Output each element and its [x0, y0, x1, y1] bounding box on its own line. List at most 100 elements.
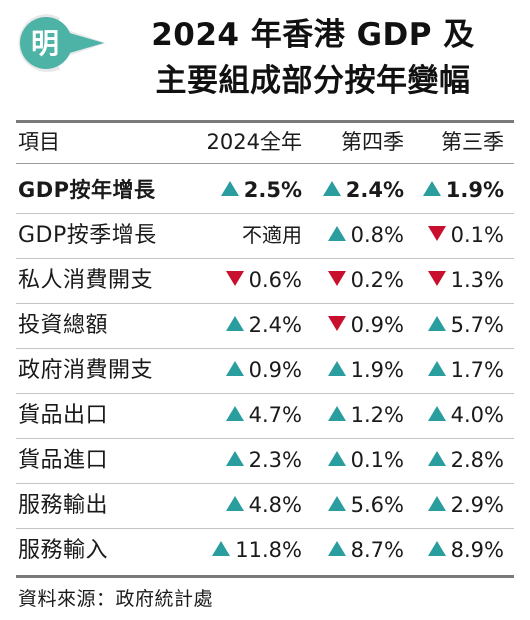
up-triangle-icon: [327, 361, 346, 376]
row-label: 服務輸出: [18, 493, 109, 518]
row-label: GDP按年增長: [18, 178, 156, 202]
value-cell: 4.0%: [408, 393, 504, 438]
table-row: GDP按年增長 2.5% 2.4% 1.9%: [0, 168, 530, 214]
row-label: 服務輸入: [18, 538, 109, 563]
up-triangle-icon: [327, 496, 346, 511]
row-divider: [16, 213, 514, 214]
up-triangle-icon: [327, 226, 346, 241]
value-text: 2.4%: [345, 178, 404, 202]
up-triangle-icon: [422, 181, 441, 196]
value-text: 4.7%: [248, 403, 302, 427]
row-divider: [16, 393, 514, 394]
row-label: 貨品進口: [18, 448, 109, 473]
value-text: 5.7%: [450, 313, 504, 337]
row-divider: [16, 438, 514, 439]
value-cell: 2.3%: [196, 438, 302, 483]
up-triangle-icon: [427, 451, 446, 466]
value-cell: 2.8%: [408, 438, 504, 483]
value-text: 1.3%: [450, 268, 504, 292]
value-cell: 8.7%: [306, 528, 404, 573]
value-cell: 不適用: [196, 213, 302, 258]
value-cell: 1.9%: [408, 168, 504, 213]
row-label: 貨品出口: [18, 403, 109, 428]
value-cell: 1.2%: [306, 393, 404, 438]
value-cell: 11.8%: [196, 528, 302, 573]
up-triangle-icon: [427, 406, 446, 421]
value-text: 0.9%: [248, 358, 302, 382]
chart-title: 2024 年香港 GDP 及 主要組成部分按年變幅: [108, 12, 518, 104]
value-text: 2.9%: [450, 493, 504, 517]
up-triangle-icon: [427, 316, 446, 331]
row-label: GDP按季增長: [18, 223, 157, 248]
value-text: 4.0%: [450, 403, 504, 427]
value-cell: 2.4%: [196, 303, 302, 348]
value-text: 0.8%: [350, 223, 404, 247]
column-header-q4: 第四季: [341, 130, 404, 154]
value-cell: 2.9%: [408, 483, 504, 528]
value-cell: 0.9%: [306, 303, 404, 348]
table-row: 投資總額 2.4% 0.9% 5.7%: [0, 303, 530, 349]
title-line-2: 主要組成部分按年變幅: [155, 63, 471, 99]
bottom-rule: [16, 575, 514, 578]
down-triangle-icon: [327, 316, 346, 331]
row-divider: [16, 528, 514, 529]
up-triangle-icon: [327, 451, 346, 466]
value-cell: 1.3%: [408, 258, 504, 303]
row-divider: [16, 303, 514, 304]
table-row: 政府消費開支 0.9% 1.9% 1.7%: [0, 348, 530, 394]
value-cell: 1.7%: [408, 348, 504, 393]
value-cell: 4.7%: [196, 393, 302, 438]
column-header-item: 項目: [18, 130, 60, 154]
column-header-2024: 2024全年: [206, 130, 302, 154]
header: 明 2024 年香港 GDP 及 主要組成部分按年變幅: [0, 0, 530, 118]
up-triangle-icon: [220, 181, 239, 196]
row-label: 私人消費開支: [18, 268, 154, 293]
table-row: 私人消費開支 0.6% 0.2% 1.3%: [0, 258, 530, 304]
value-text: 5.6%: [350, 493, 404, 517]
down-triangle-icon: [427, 271, 446, 286]
value-text: 0.1%: [350, 448, 404, 472]
value-text: 4.8%: [248, 493, 302, 517]
header-rule: [16, 163, 514, 164]
down-triangle-icon: [327, 271, 346, 286]
up-triangle-icon: [212, 541, 231, 556]
value-cell: 8.9%: [408, 528, 504, 573]
table-row: 服務輸出 4.8% 5.6% 2.9%: [0, 483, 530, 529]
down-triangle-icon: [225, 271, 244, 286]
value-text: 2.5%: [243, 178, 302, 202]
up-triangle-icon: [327, 406, 346, 421]
down-triangle-icon: [427, 226, 446, 241]
up-triangle-icon: [225, 451, 244, 466]
value-text: 8.9%: [450, 538, 504, 562]
column-header-q3: 第三季: [441, 130, 504, 154]
table-row: 貨品進口 2.3% 0.1% 2.8%: [0, 438, 530, 484]
row-divider: [16, 483, 514, 484]
value-text: 8.7%: [350, 538, 404, 562]
value-cell: 0.1%: [408, 213, 504, 258]
title-line-1: 2024 年香港 GDP 及: [151, 17, 475, 53]
value-cell: 0.2%: [306, 258, 404, 303]
value-text: 0.6%: [248, 268, 302, 292]
value-text: 1.2%: [350, 403, 404, 427]
up-triangle-icon: [427, 496, 446, 511]
up-triangle-icon: [225, 316, 244, 331]
up-triangle-icon: [427, 361, 446, 376]
value-cell: 4.8%: [196, 483, 302, 528]
value-cell: 5.7%: [408, 303, 504, 348]
value-cell: 0.8%: [306, 213, 404, 258]
up-triangle-icon: [427, 541, 446, 556]
up-triangle-icon: [327, 541, 346, 556]
row-label: 投資總額: [18, 313, 109, 338]
row-divider: [16, 258, 514, 259]
table-row: GDP按季增長 不適用 0.8% 0.1%: [0, 213, 530, 259]
table-row: 貨品出口 4.7% 1.2% 4.0%: [0, 393, 530, 439]
source-note: 資料來源：政府統計處: [18, 588, 214, 610]
value-cell: 1.9%: [306, 348, 404, 393]
top-rule: [16, 120, 514, 123]
value-text: 1.9%: [445, 178, 504, 202]
value-cell: 5.6%: [306, 483, 404, 528]
logo-glyph: 明: [31, 27, 59, 60]
value-cell: 0.1%: [306, 438, 404, 483]
row-label: 政府消費開支: [18, 358, 154, 383]
value-text: 不適用: [242, 223, 302, 247]
